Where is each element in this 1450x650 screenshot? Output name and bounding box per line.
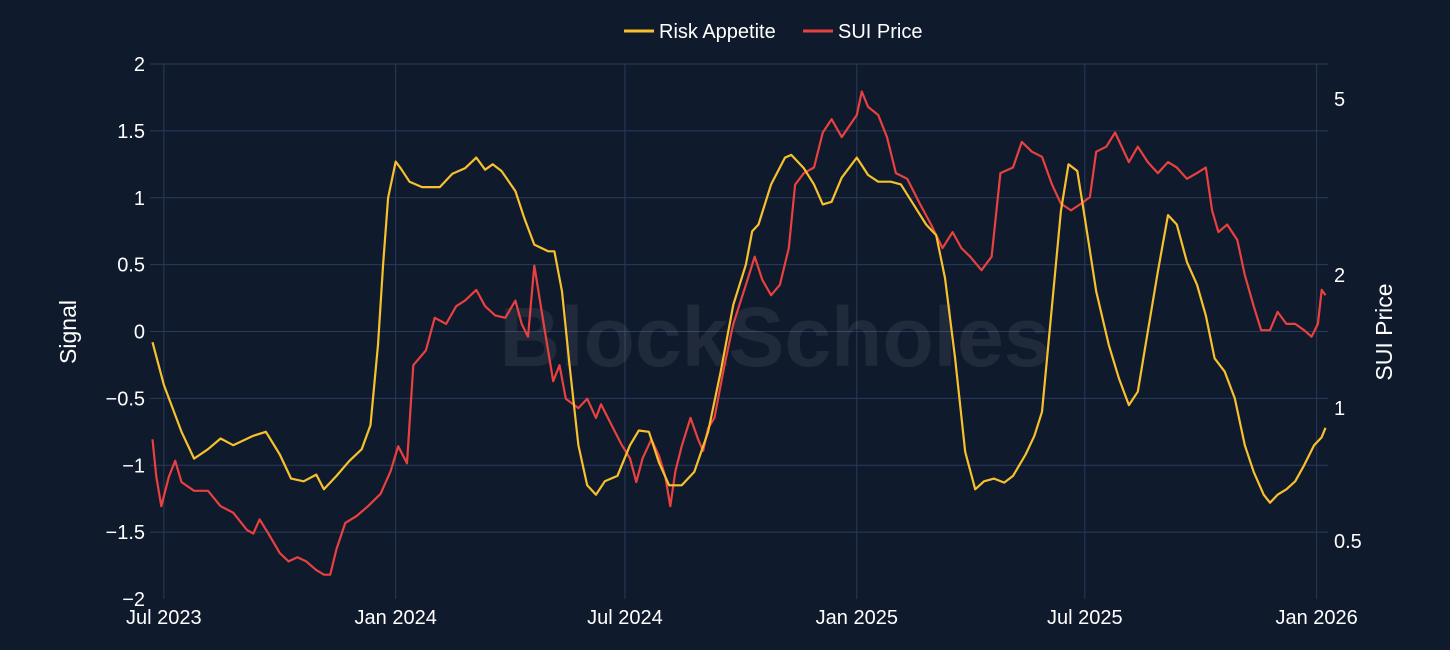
sui-price-line: [151, 90, 1327, 576]
legend-risk-appetite-label[interactable]: Risk Appetite: [659, 21, 776, 43]
y-left-tick-label: −2: [122, 589, 145, 611]
y-right-tick-label: 1: [1334, 398, 1345, 420]
risk-appetite-line: [151, 153, 1327, 504]
x-tick-label: Jan 2025: [816, 607, 898, 629]
y-left-tick-label: 1.5: [117, 121, 145, 143]
y-right-axis-title: SUI Price: [1371, 283, 1397, 380]
y-left-tick-label: 1: [134, 188, 145, 210]
x-tick-label: Jan 2024: [355, 607, 437, 629]
y-left-tick-label: 2: [134, 54, 145, 76]
y-left-tick-label: −1.5: [106, 522, 145, 544]
x-tick-label: Jul 2025: [1047, 607, 1123, 629]
y-left-tick-label: 0.5: [117, 255, 145, 277]
legend-sui-price-label[interactable]: SUI Price: [838, 21, 922, 43]
y-left-tick-label: 0: [134, 322, 145, 344]
y-right-tick-label: 2: [1334, 265, 1345, 287]
x-tick-label: Jul 2024: [587, 607, 663, 629]
y-left-tick-label: −0.5: [106, 388, 145, 410]
y-left-axis-title: Signal: [55, 300, 81, 364]
y-right-tick-label: 0.5: [1334, 531, 1362, 553]
y-left-tick-label: −1: [122, 455, 145, 477]
x-tick-label: Jan 2026: [1276, 607, 1358, 629]
y-right-tick-label: 5: [1334, 89, 1345, 111]
watermark-text: BlockScholes: [500, 290, 1051, 384]
x-tick-label: Jul 2023: [126, 607, 202, 629]
